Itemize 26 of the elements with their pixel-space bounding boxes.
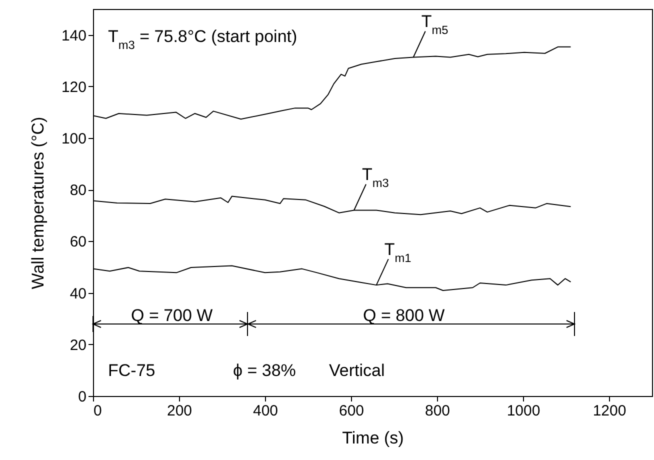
y-tick-label: 120 (61, 78, 86, 96)
annotation: T$_{m3}$ = 75.8°C (start point) (108, 27, 298, 52)
x-tick-label: 1200 (592, 402, 626, 420)
series-label: T$_{m5}$ (421, 12, 449, 38)
annotation: FC-75 (108, 361, 156, 380)
x-tick-label: 800 (424, 402, 450, 420)
x-tick-label: 1000 (506, 402, 540, 420)
y-tick-label: 140 (61, 27, 86, 44)
y-tick-label: 40 (70, 285, 86, 302)
series-label: T$_{m1}$ (384, 240, 412, 266)
y-tick-label: 80 (70, 182, 86, 200)
y-tick-label: 20 (70, 336, 86, 354)
x-tick-label: 400 (252, 402, 278, 420)
x-tick-label: 0 (94, 402, 102, 420)
annotation: Vertical (329, 361, 385, 380)
annotation: Q = 800 W (363, 306, 445, 325)
annotation: Q = 700 W (131, 306, 213, 325)
x-tick-label: 200 (166, 402, 192, 420)
y-tick-label: 100 (61, 130, 86, 148)
annotation: ϕ = 38% (233, 361, 296, 380)
y-axis-title: Wall temperatures (°C) (28, 116, 48, 290)
series-label: T$_{m3}$ (362, 165, 390, 190)
x-tick-label: 600 (338, 402, 364, 420)
x-axis-title: Time (s) (342, 428, 404, 448)
y-tick-label: 0 (78, 388, 86, 406)
y-tick-label: 60 (70, 234, 86, 251)
